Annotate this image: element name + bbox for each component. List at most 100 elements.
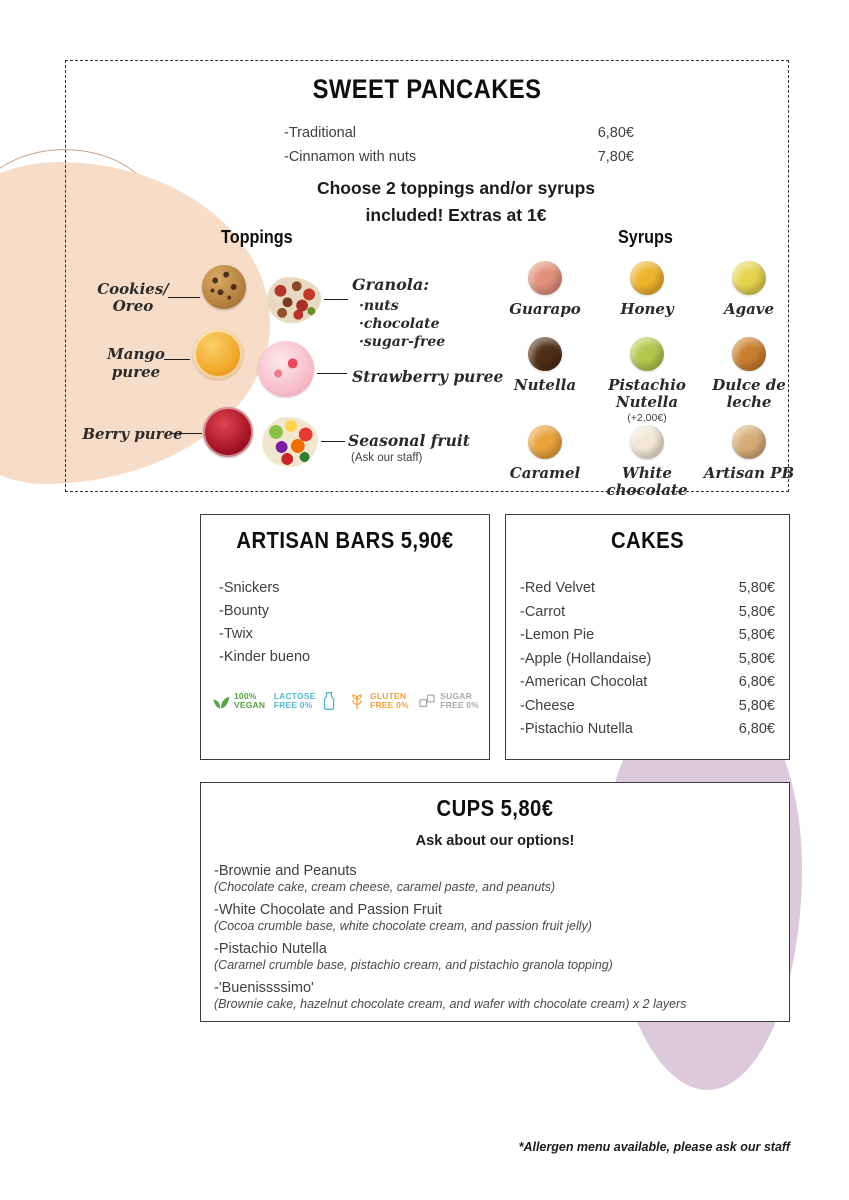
menu-item-row: -American Chocolat 6,80€ — [520, 671, 775, 695]
item-description: (Caramel crumble base, pistachio cream, … — [214, 958, 613, 972]
cakes-title: CAKES — [610, 527, 685, 553]
item-name: -Cheese — [520, 697, 575, 714]
artisan-bars-list: -Snickers -Bounty -Twix -Kinder bueno — [219, 577, 310, 669]
allergen-footnote: *Allergen menu available, please ask our… — [518, 1140, 790, 1154]
badge-label: GLUTEN FREE 0% — [370, 690, 409, 711]
badge-label-line2: FREE 0% — [370, 700, 409, 710]
artisan-bars-title: ARTISAN BARS 5,90€ — [236, 527, 454, 553]
mango-puree-photo — [193, 329, 243, 379]
menu-item: -White Chocolate and Passion Fruit (Coco… — [214, 902, 776, 933]
badge-lactose-free: LACTOSE FREE 0% — [274, 691, 339, 711]
badge-sugar-free: SUGAR FREE 0% — [417, 691, 479, 711]
topping-label-seasonal-fruit: Seasonal fruit — [348, 431, 470, 450]
syrups-heading: Syrups — [618, 227, 673, 247]
badge-label-line1: LACTOSE — [273, 690, 316, 701]
syrup-swatch — [528, 425, 562, 459]
topping-label-strawberry-puree: Strawberry puree — [352, 367, 504, 386]
item-description: (Cocoa crumble base, white chocolate cre… — [214, 919, 592, 933]
syrup-option-caramel: Caramel — [510, 425, 580, 505]
menu-item-row: -Apple (Hollandaise) 5,80€ — [520, 648, 775, 672]
syrup-label: Caramel — [509, 464, 581, 482]
item-name: -Traditional — [284, 125, 356, 141]
berry-puree-photo — [203, 407, 253, 457]
item-description: (Brownie cake, hazelnut chocolate cream,… — [214, 997, 687, 1011]
menu-item-row: -Pistachio Nutella 6,80€ — [520, 718, 775, 742]
item-description: (Chocolate cake, cream cheese, caramel p… — [214, 880, 556, 894]
item-price: 5,80€ — [738, 580, 775, 596]
syrup-option-pistachio-nutella: Pistachio Nutella (+2,00€) — [608, 337, 686, 425]
syrup-swatch — [528, 337, 562, 371]
item-price: 7,80€ — [597, 149, 634, 165]
seasonal-fruit-photo — [262, 417, 318, 467]
toppings-heading: Toppings — [221, 227, 293, 247]
badge-label-line2: VEGAN — [234, 700, 266, 710]
syrup-label: Honey — [620, 300, 674, 318]
connector-line — [164, 359, 190, 360]
granola-variant: ·sugar-free — [359, 334, 446, 350]
badge-vegan: 100% VEGAN — [211, 691, 265, 711]
menu-item-row: -Red Velvet 5,80€ — [520, 577, 775, 601]
badge-label: 100% VEGAN — [234, 691, 266, 711]
artisan-bars-section: ARTISAN BARS 5,90€ -Snickers -Bounty -Tw… — [200, 514, 490, 760]
granola-variant: ·nuts — [359, 298, 399, 314]
item-price: 6,80€ — [597, 125, 634, 141]
item-name: -Cinnamon with nuts — [284, 149, 417, 165]
cups-list: -Brownie and Peanuts (Chocolate cake, cr… — [214, 863, 776, 1019]
syrup-label: White chocolate — [606, 464, 688, 499]
item-price: 5,80€ — [738, 627, 775, 643]
topping-label-berry-puree: Berry puree — [82, 425, 183, 443]
cups-subtitle: Ask about our options! — [415, 833, 575, 849]
syrup-surcharge-note: (+2,00€) — [627, 412, 667, 424]
syrup-option-nutella: Nutella — [514, 337, 576, 425]
item-name: -Lemon Pie — [520, 627, 595, 643]
item-name: -Red Velvet — [520, 580, 595, 596]
badge-label-line1: SUGAR — [440, 690, 472, 701]
granola-variants: ·nuts ·chocolate ·sugar-free — [359, 297, 445, 351]
item-name: -Apple (Hollandaise) — [520, 650, 652, 667]
item-name: -Pistachio Nutella — [520, 721, 633, 737]
badge-label: LACTOSE FREE 0% — [273, 690, 316, 711]
sugar-cubes-icon — [419, 694, 435, 708]
item-name: -Carrot — [520, 603, 566, 620]
syrup-label: Artisan PB — [703, 464, 795, 482]
badge-label-line1: GLUTEN — [370, 690, 407, 701]
badge-label: SUGAR FREE 0% — [440, 690, 479, 711]
topping-label-mango-puree: Mango puree — [107, 345, 165, 381]
syrup-swatch — [528, 261, 562, 295]
badge-label-line2: FREE 0% — [273, 700, 313, 710]
syrup-swatch — [629, 425, 664, 459]
strawberry-puree-photo — [258, 341, 314, 397]
menu-item-row: -Carrot 5,80€ — [520, 601, 775, 625]
item-name: -Brownie and Peanuts — [214, 863, 357, 879]
menu-item: -Pistachio Nutella (Caramel crumble base… — [214, 941, 776, 972]
syrup-swatch — [630, 261, 664, 295]
cups-section: CUPS 5,80€ Ask about our options! -Brown… — [200, 782, 790, 1022]
granola-photo — [267, 277, 321, 323]
cups-title: CUPS 5,80€ — [436, 795, 554, 821]
connector-line — [321, 441, 345, 442]
syrup-option-white-chocolate: White chocolate — [606, 425, 688, 505]
item-name: -American Chocolat — [520, 674, 648, 690]
menu-item-row: -Traditional 6,80€ — [284, 121, 634, 145]
cakes-section: CAKES -Red Velvet 5,80€ -Carrot 5,80€ -L… — [505, 514, 790, 760]
syrup-swatch — [630, 337, 664, 371]
diet-badges-row: 100% VEGAN LACTOSE FREE 0% GLUTEN — [211, 691, 479, 711]
syrup-option-artisan-pb: Artisan PB — [704, 425, 794, 505]
menu-item: -Brownie and Peanuts (Chocolate cake, cr… — [214, 863, 776, 894]
menu-item: -'Buenissssimo' (Brownie cake, hazelnut … — [214, 980, 776, 1011]
badge-gluten-free: GLUTEN FREE 0% — [347, 691, 409, 711]
topping-label-granola: Granola: — [352, 275, 430, 294]
connector-line — [172, 433, 202, 434]
syrup-label: Dulce de leche — [712, 376, 786, 411]
topping-granola-block: Granola: ·nuts ·chocolate ·sugar-free — [352, 275, 445, 351]
item-price: 5,80€ — [738, 697, 775, 714]
cakes-list: -Red Velvet 5,80€ -Carrot 5,80€ -Lemon P… — [520, 577, 775, 742]
syrup-option-agave: Agave — [724, 261, 774, 337]
syrup-label: Nutella — [513, 376, 577, 394]
offer-line-1: Choose 2 toppings and/or syrups — [316, 178, 596, 198]
connector-line — [324, 299, 348, 300]
offer-line-2: included! Extras at 1€ — [365, 205, 547, 225]
syrup-swatch — [731, 425, 766, 459]
syrup-swatch — [731, 261, 766, 295]
